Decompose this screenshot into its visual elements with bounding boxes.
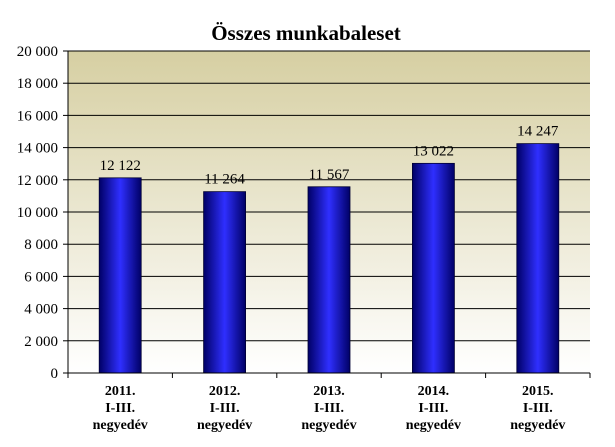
y-tick-label: 12 000 xyxy=(17,173,58,189)
chart-title: Összes munkabaleset xyxy=(211,21,401,45)
x-tick-label: 2012. I-III. negyedév xyxy=(197,384,252,433)
data-labels: 12 122 11 264 11 567 13 022 14 247 xyxy=(100,124,559,188)
bar xyxy=(516,143,560,374)
data-label: 12 122 xyxy=(100,158,141,174)
data-label: 11 567 xyxy=(309,167,350,183)
data-label: 14 247 xyxy=(517,124,559,140)
y-tick-label: 8 000 xyxy=(24,237,58,253)
bar xyxy=(411,162,455,374)
bar xyxy=(203,191,247,374)
data-label: 11 264 xyxy=(204,172,245,188)
y-tick-label: 14 000 xyxy=(17,141,58,157)
bar xyxy=(307,186,351,374)
x-axis: 2011. I-III. negyedév 2012. I-III. negyedév 20… xyxy=(67,372,591,433)
y-tick-label: 20 000 xyxy=(17,44,58,60)
y-tick-label: 2 000 xyxy=(24,334,58,350)
y-tick-label: 0 xyxy=(51,366,59,382)
y-tick-label: 10 000 xyxy=(17,205,58,221)
y-tick-label: 6 000 xyxy=(24,269,58,285)
y-tick-label: 16 000 xyxy=(17,108,58,124)
bar xyxy=(98,177,142,374)
x-tick-label: 2014. I-III. negyedév xyxy=(406,384,461,433)
x-tick-label: 2013. I-III. negyedév xyxy=(301,384,356,433)
x-tick-label: 2011. I-III. negyedév xyxy=(93,384,148,433)
y-tick-label: 18 000 xyxy=(17,76,58,92)
x-tick-label: 2015. I-III. negyedév xyxy=(510,384,565,433)
y-tick-label: 4 000 xyxy=(24,302,58,318)
bars xyxy=(98,143,560,374)
data-label: 13 022 xyxy=(413,143,454,159)
y-axis: 0 2 000 4 000 6 000 8 000 10 000 12 000 14 000 1… xyxy=(17,44,69,382)
